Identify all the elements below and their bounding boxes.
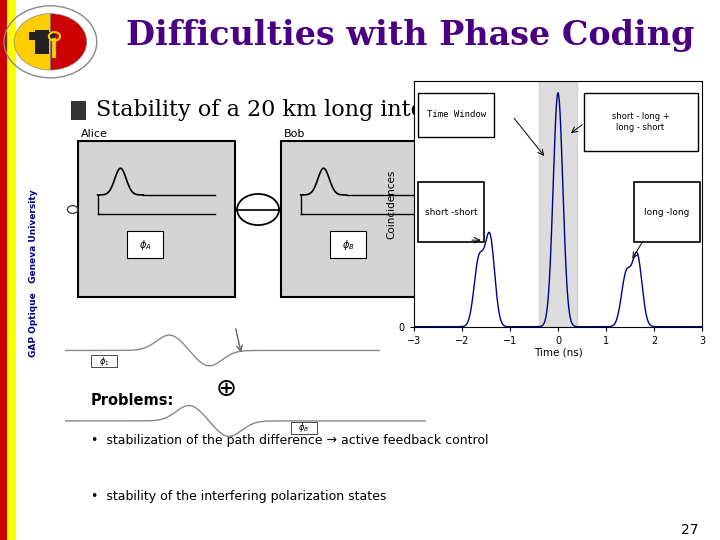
Text: Difficulties with Phase Coding: Difficulties with Phase Coding xyxy=(126,18,695,52)
Text: short - long +
long - short: short - long + long - short xyxy=(612,112,670,132)
Bar xyxy=(539,81,577,327)
Bar xyxy=(291,422,317,434)
Wedge shape xyxy=(14,14,50,70)
Text: short -short: short -short xyxy=(425,207,478,217)
Bar xyxy=(330,231,366,258)
Wedge shape xyxy=(50,14,86,70)
Text: GAP Optique   Geneva University: GAP Optique Geneva University xyxy=(29,189,38,356)
FancyBboxPatch shape xyxy=(418,181,484,242)
Text: Bob: Bob xyxy=(284,129,306,139)
Text: 27: 27 xyxy=(681,523,698,537)
Bar xyxy=(91,355,117,367)
Text: $\phi_A$: $\phi_A$ xyxy=(139,238,151,252)
Text: $\oplus$: $\oplus$ xyxy=(215,377,235,401)
Text: $\phi_B$: $\phi_B$ xyxy=(298,421,310,434)
Bar xyxy=(53,38,56,57)
FancyBboxPatch shape xyxy=(584,93,698,151)
Text: Stability of a 20 km long interferometer?: Stability of a 20 km long interferometer… xyxy=(96,99,559,122)
Text: •  stabilization of the path difference → active feedback control: • stabilization of the path difference →… xyxy=(91,434,488,447)
Text: long -long: long -long xyxy=(644,207,690,217)
FancyBboxPatch shape xyxy=(418,93,494,137)
X-axis label: Time (ns): Time (ns) xyxy=(534,347,582,357)
Bar xyxy=(78,141,235,297)
Bar xyxy=(281,141,438,297)
Bar xyxy=(71,101,86,120)
Text: $\phi_1$: $\phi_1$ xyxy=(99,355,109,368)
Text: Time Window: Time Window xyxy=(427,110,486,119)
Text: Alice: Alice xyxy=(81,129,108,139)
Text: •  stability of the interfering polarization states: • stability of the interfering polarizat… xyxy=(91,490,386,503)
Y-axis label: Coincidences: Coincidences xyxy=(386,169,396,239)
Bar xyxy=(7,0,16,540)
Bar xyxy=(127,231,163,258)
FancyBboxPatch shape xyxy=(634,181,700,242)
Text: Problems:: Problems: xyxy=(91,393,174,408)
Text: $\phi_B$: $\phi_B$ xyxy=(342,238,354,252)
Bar xyxy=(30,32,55,40)
Bar xyxy=(0,0,7,540)
Bar xyxy=(35,30,50,53)
